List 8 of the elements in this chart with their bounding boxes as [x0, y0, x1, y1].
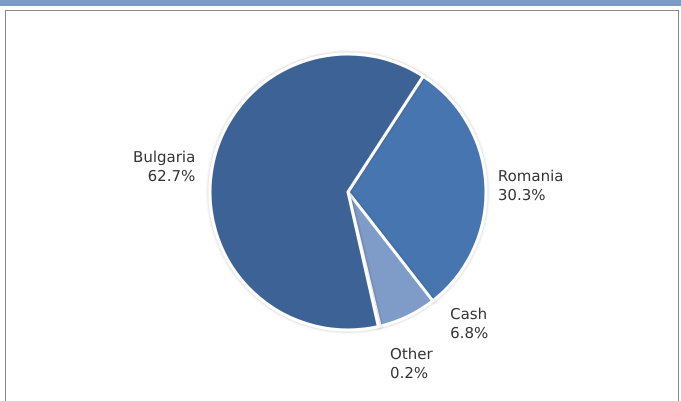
data-label: 30.3%	[498, 186, 546, 204]
slice-label: Bulgaria	[133, 148, 196, 166]
slice-label: Other	[390, 345, 434, 364]
slice-label: Romania	[498, 167, 564, 186]
data-label: 62.7%	[148, 166, 196, 185]
slice-label: Cash	[450, 305, 488, 324]
data-label: 0.2%	[390, 364, 428, 382]
data-label: 6.8%	[450, 324, 488, 342]
